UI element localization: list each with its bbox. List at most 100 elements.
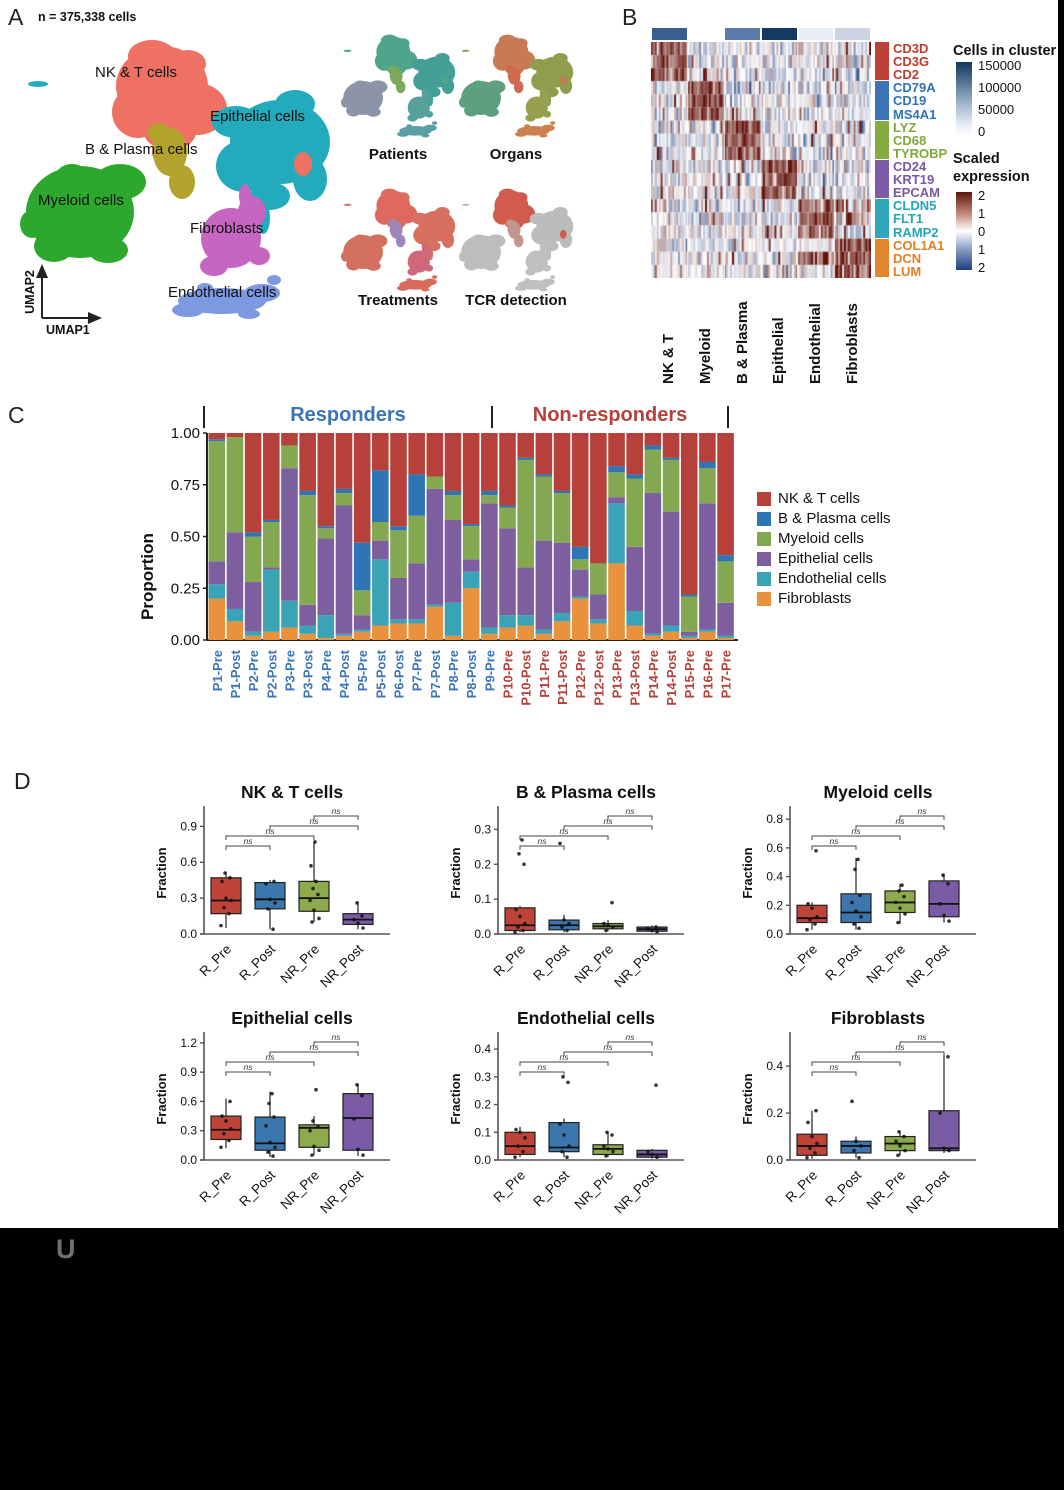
stacked-bar-P15-Pre — [680, 433, 698, 640]
box-R_Post — [840, 1099, 872, 1160]
fraction-axis-label: Fraction — [448, 1073, 463, 1124]
fraction-axis-label: Fraction — [154, 1073, 169, 1124]
expr-legend-tick: 2 — [978, 188, 986, 203]
expr-legend-tick: 1 — [978, 242, 986, 257]
c-ytick: 0.75 — [171, 477, 200, 494]
stacked-bar-P1-Post — [226, 433, 244, 640]
significance-label: ns — [244, 1062, 254, 1072]
stacked-bar-P7-Pre — [408, 433, 425, 640]
c-ytick: 1.00 — [171, 425, 200, 442]
expr-legend-colorbar — [956, 192, 972, 270]
legend-label: Myeloid cells — [778, 530, 864, 547]
d-ytick: 0.2 — [474, 857, 491, 871]
d-ytick: 0.0 — [180, 927, 197, 941]
heatmap-cluster-label: NK & T — [660, 334, 678, 384]
box-R_Post — [254, 1091, 286, 1158]
c-xlabel: P14-Post — [664, 649, 679, 705]
gene-label: CD79A — [893, 80, 936, 96]
fraction-axis-label: Fraction — [740, 847, 755, 898]
gene-label: RAMP2 — [893, 224, 939, 240]
stacked-bar-P1-Pre — [208, 433, 226, 640]
d-ytick: 0.3 — [180, 1124, 197, 1138]
annotation-square — [688, 28, 724, 40]
box-R_Post — [548, 1075, 580, 1160]
legend-label: Epithelial cells — [778, 550, 874, 567]
cells-legend-title: Cells in cluster — [953, 43, 1057, 59]
boxplot-title: B & Plasma cells — [516, 782, 656, 802]
legend-label: Endothelial cells — [778, 570, 887, 587]
c-xlabel: P10-Pre — [501, 650, 516, 698]
c-xlabel: P6-Post — [392, 649, 407, 698]
significance-label: ns — [332, 1032, 342, 1042]
c-ytick: 0.50 — [171, 529, 200, 546]
c-xlabel: P1-Post — [228, 649, 243, 698]
d-ytick: 0.0 — [474, 1153, 491, 1167]
stacked-bar-P12-Pre — [571, 433, 589, 640]
box-NR_Pre — [298, 1087, 330, 1157]
box-NR_Pre — [298, 840, 330, 924]
box-NR_Post — [928, 1054, 960, 1153]
umap-label-nk-t: NK & T cells — [95, 64, 177, 81]
box-NR_Post — [636, 1083, 668, 1160]
c-xlabel: P10-Post — [519, 649, 534, 705]
d-xlabel: R_Post — [822, 1167, 864, 1209]
cells-legend-tick: 0 — [978, 124, 986, 139]
significance-label: ns — [310, 816, 320, 826]
d-ytick: 0.0 — [766, 927, 783, 941]
boxplot-title: Myeloid cells — [824, 782, 933, 802]
boxplot-epithelial: Epithelial cells 0.0 0.3 0.6 0.9 1.2 Fraction R… — [154, 1008, 390, 1216]
d-ytick: 0.9 — [180, 819, 197, 833]
gene-label: LYZ — [893, 119, 917, 135]
significance-label: ns — [896, 1042, 906, 1052]
box-NR_Pre — [884, 1130, 916, 1158]
significance-label: ns — [560, 826, 570, 836]
d-ytick: 0.1 — [474, 1125, 491, 1139]
non-responders-header: Non-responders — [532, 404, 688, 426]
d-xlabel: R_Pre — [196, 942, 234, 980]
box-R_Pre — [504, 1126, 536, 1160]
gene-label: COL1A1 — [893, 237, 945, 253]
gene-label: CLDN5 — [893, 198, 937, 214]
stacked-bar-P5-Pre — [353, 433, 371, 640]
d-ytick: 0.6 — [766, 841, 783, 855]
d-xlabel: NR_Post — [611, 941, 660, 990]
boxplot-title: Epithelial cells — [231, 1008, 353, 1028]
stacked-bar-P3-Post — [299, 433, 316, 640]
significance-label: ns — [896, 816, 906, 826]
significance-label: ns — [830, 836, 840, 846]
panel-d-label: D — [14, 768, 31, 794]
legend-swatch — [757, 491, 771, 506]
umap-mini-patients — [340, 34, 456, 138]
c-xlabel: P2-Pre — [246, 650, 261, 691]
mini-label-patients: Patients — [368, 146, 428, 163]
boxplot-title: Endothelial cells — [517, 1008, 655, 1028]
umap-label-epithelial: Epithelial cells — [210, 108, 306, 125]
significance-label: ns — [538, 836, 548, 846]
d-ytick: 0.3 — [474, 822, 491, 836]
significance-label: ns — [830, 1062, 840, 1072]
gene-label: DCN — [893, 250, 922, 266]
stacked-bar-P9-Pre — [481, 433, 498, 640]
significance-label: ns — [626, 806, 636, 816]
d-xlabel: R_Pre — [490, 1168, 528, 1206]
umap-label-endothelial: Endothelial cells — [168, 284, 277, 301]
c-xlabel: P13-Pre — [610, 650, 625, 698]
stacked-bar-P3-Pre — [281, 433, 298, 640]
box-R_Pre — [796, 1108, 828, 1160]
significance-label: ns — [560, 1052, 570, 1062]
c-xlabel: P12-Post — [591, 649, 606, 705]
annotation-square — [652, 28, 687, 40]
mini-label-organs: Organs — [489, 146, 543, 163]
group-divider-left — [203, 406, 205, 428]
d-xlabel: NR_Pre — [278, 1168, 323, 1213]
legend-item: Myeloid cells — [757, 530, 891, 547]
box-R_Pre — [210, 871, 242, 929]
d-xlabel: NR_Post — [317, 1167, 366, 1216]
significance-label: ns — [266, 826, 276, 836]
d-ytick: 0.0 — [474, 927, 491, 941]
stacked-bar-P10-Post — [517, 433, 534, 640]
group-divider-mid — [491, 406, 493, 428]
d-xlabel: NR_Pre — [864, 1168, 909, 1213]
legend-swatch — [757, 571, 771, 586]
